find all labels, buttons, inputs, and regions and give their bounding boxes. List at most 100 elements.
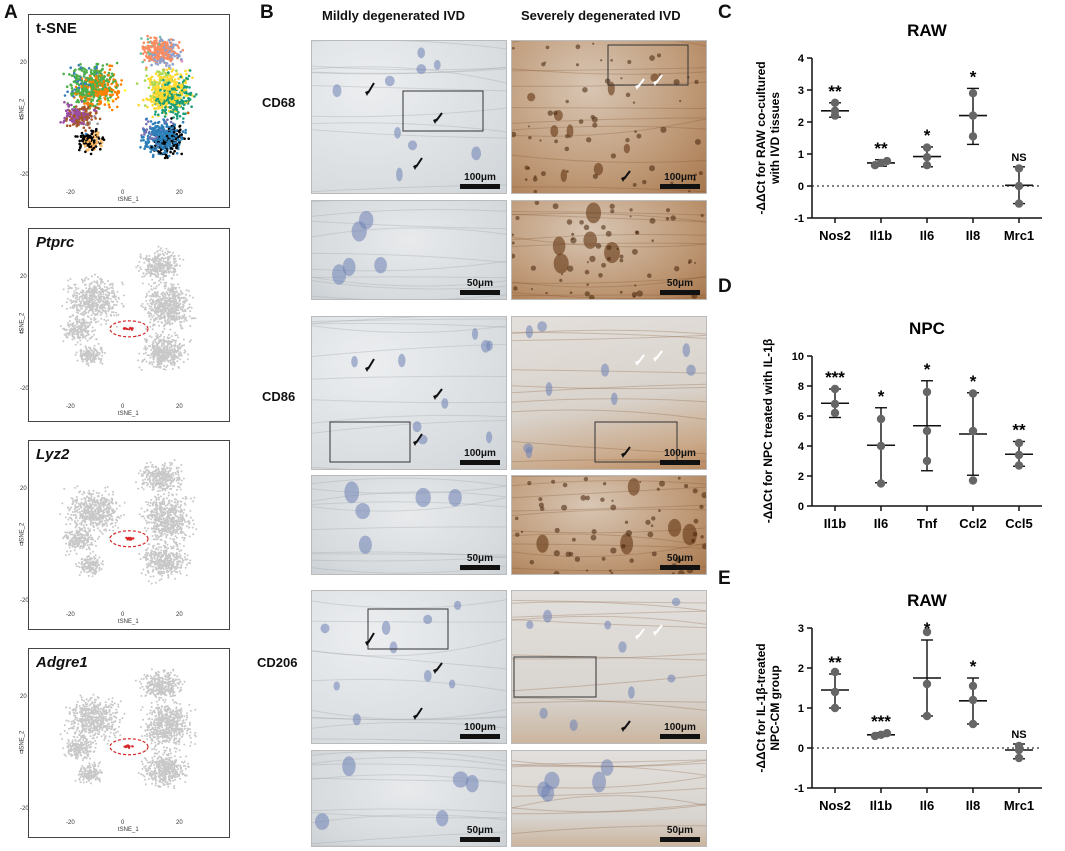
tsne-point	[182, 345, 184, 347]
tsne-point	[85, 293, 87, 295]
tsne-point	[153, 296, 155, 298]
tsne-point	[163, 302, 165, 304]
tsne-point	[82, 140, 85, 143]
tsne-point	[83, 136, 86, 139]
tsne-point	[146, 293, 148, 295]
tsne-point	[73, 72, 76, 75]
tsne-point	[157, 98, 160, 101]
tsne-point	[184, 113, 187, 116]
tsne-point	[148, 258, 150, 260]
tsne-point	[183, 310, 185, 312]
tsne-point	[111, 523, 113, 525]
tsne-point	[150, 97, 153, 100]
tsne-point	[77, 485, 79, 487]
tsne-point	[151, 81, 154, 84]
tsne-point	[99, 499, 101, 501]
tsne-point	[109, 507, 111, 509]
tsne-point	[173, 274, 175, 276]
tsne-point	[115, 86, 118, 89]
tsne-point	[148, 132, 151, 135]
tsne-point	[91, 336, 93, 338]
tsne-point	[151, 42, 154, 45]
tsne-x-tick: 0	[121, 190, 124, 196]
tsne-point	[182, 304, 184, 306]
tsne-point	[157, 75, 160, 78]
tsne-point	[70, 517, 72, 519]
tsne-point	[94, 345, 96, 347]
tsne-point	[74, 306, 76, 308]
highlighted-point	[125, 327, 127, 329]
tsne-point	[143, 262, 145, 264]
tsne-point	[170, 147, 173, 150]
tsne-point	[90, 349, 92, 351]
tsne-point	[166, 365, 168, 367]
tsne-point	[99, 144, 102, 147]
tsne-point	[120, 83, 123, 86]
tsne-point	[155, 332, 157, 334]
tsne-point	[83, 504, 85, 506]
tsne-point	[166, 125, 169, 128]
tsne-point	[97, 92, 100, 95]
tsne-point	[83, 359, 85, 361]
tsne-point	[94, 136, 97, 139]
tsne-point	[160, 253, 162, 255]
tsne-point	[171, 264, 173, 266]
tsne-plot	[28, 14, 230, 208]
tsne-point	[59, 121, 62, 124]
tsne-point	[154, 122, 157, 125]
tsne-point	[67, 280, 69, 282]
tsne-point	[154, 252, 156, 254]
tsne-point	[175, 69, 178, 72]
tsne-point	[145, 328, 147, 330]
tsne-point	[93, 351, 95, 353]
tsne-point	[157, 291, 159, 293]
tsne-point	[171, 341, 173, 343]
tsne-point	[174, 295, 176, 297]
tsne-point	[162, 102, 165, 105]
tsne-point	[178, 41, 181, 44]
tsne-point	[90, 515, 92, 517]
tsne-point	[194, 317, 196, 319]
tsne-point	[100, 301, 102, 303]
tsne-point	[149, 335, 151, 337]
tsne-point	[147, 38, 150, 41]
tsne-point	[182, 130, 185, 133]
tsne-point	[161, 355, 163, 357]
tsne-point	[173, 340, 175, 342]
tsne-point	[142, 99, 145, 102]
tsne-point	[146, 143, 149, 146]
tsne-point	[101, 304, 103, 306]
tsne-point	[108, 503, 110, 505]
tsne-point	[117, 527, 119, 529]
tsne-point	[79, 490, 81, 492]
tsne-point	[89, 322, 91, 324]
tsne-point	[172, 108, 175, 111]
tsne-point	[172, 137, 175, 140]
tsne-point	[155, 287, 157, 289]
tsne-point	[153, 149, 156, 152]
tsne-point	[169, 329, 171, 331]
tsne-point	[92, 87, 95, 90]
tsne-point	[88, 357, 90, 359]
tsne-point	[157, 321, 159, 323]
tsne-point	[175, 288, 177, 290]
tsne-point	[173, 284, 175, 286]
tsne-point	[66, 308, 68, 310]
tsne-point	[105, 79, 108, 82]
tsne-point	[179, 316, 181, 318]
tsne-point	[82, 281, 84, 283]
tsne-point	[94, 329, 96, 331]
tsne-point	[176, 346, 178, 348]
tsne-point	[150, 318, 152, 320]
tsne-point	[172, 68, 175, 71]
tsne-point	[138, 270, 140, 272]
tsne-point	[76, 306, 78, 308]
tsne-point	[107, 291, 109, 293]
tsne-point	[70, 300, 72, 302]
tsne-point	[150, 310, 152, 312]
tsne-point	[170, 283, 172, 285]
tsne-point	[87, 544, 89, 546]
tsne-point	[173, 258, 175, 260]
tsne-point	[85, 513, 87, 515]
tsne-point	[148, 53, 151, 56]
